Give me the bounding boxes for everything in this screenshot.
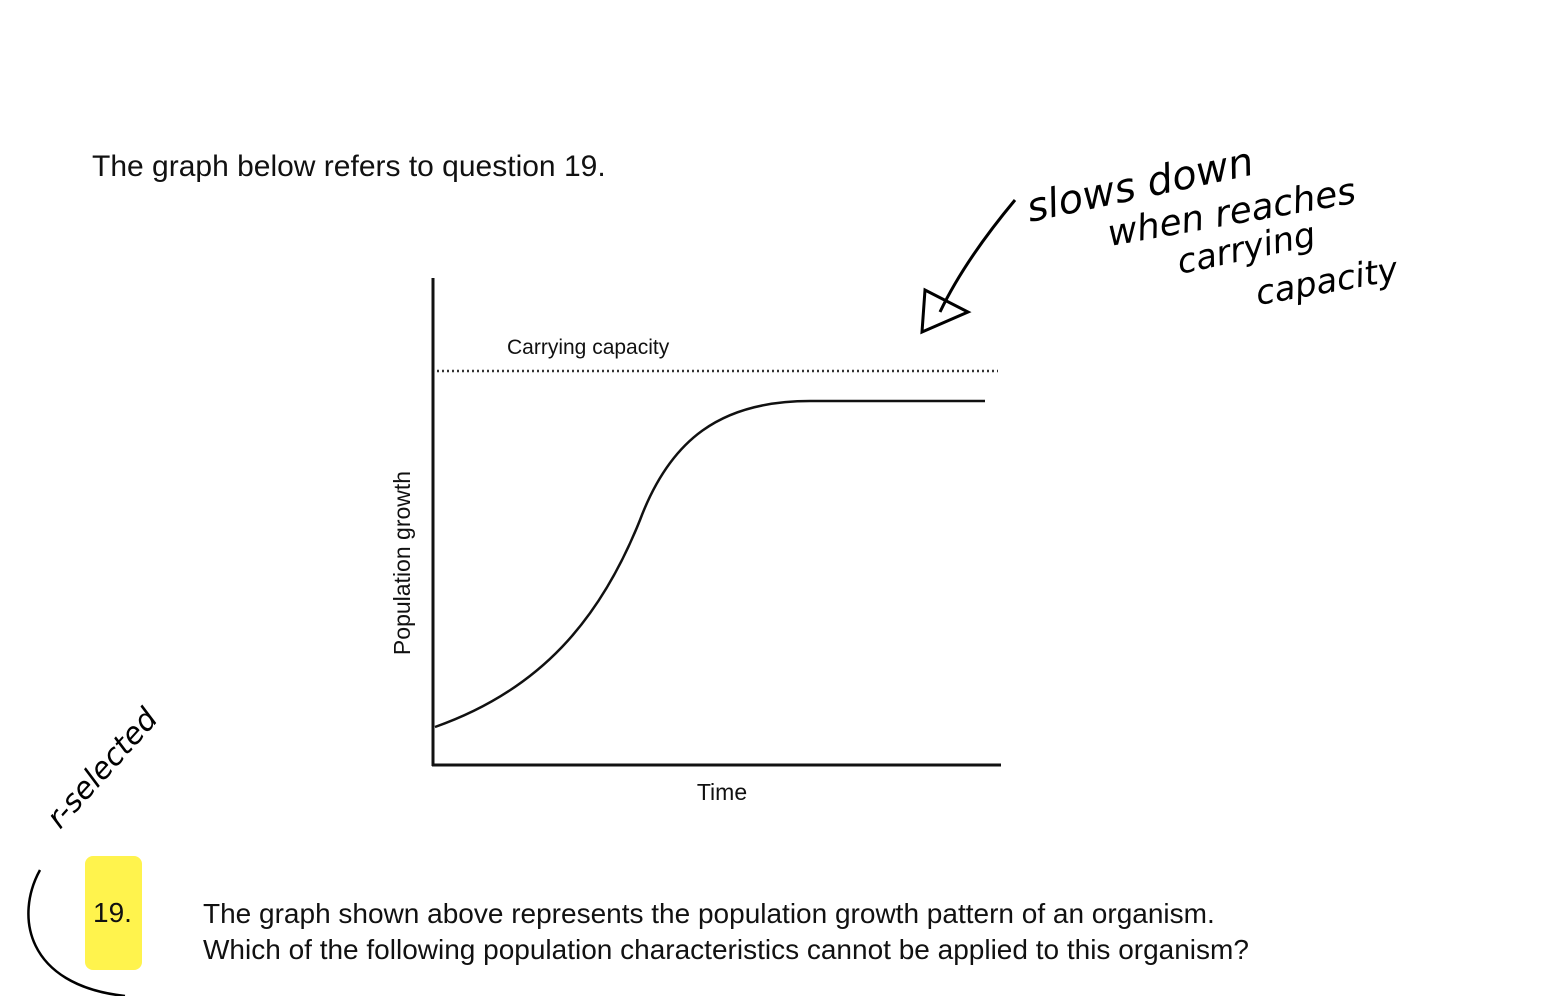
annotation: slows down when reaches carrying capacit… [27, 139, 1402, 996]
carrying-capacity-label: Carrying capacity [507, 336, 670, 359]
bracket [27, 869, 126, 996]
y-axis-label: Population growth [389, 471, 415, 655]
arrow-shaft [938, 199, 1017, 313]
growth-curve [434, 399, 985, 729]
question-line: Which of the following population charac… [203, 934, 1249, 965]
side-note: r-selected [40, 701, 166, 835]
question-number: 19. [93, 897, 132, 928]
arrow-head [920, 287, 972, 335]
highlight [85, 856, 142, 970]
intro-text: The graph below refers to question 19. [92, 150, 606, 183]
graph: Carrying capacity Population growth Time [389, 278, 1001, 805]
question-line: The graph shown above represents the pop… [203, 898, 1215, 929]
x-axis-label: Time [697, 779, 747, 805]
